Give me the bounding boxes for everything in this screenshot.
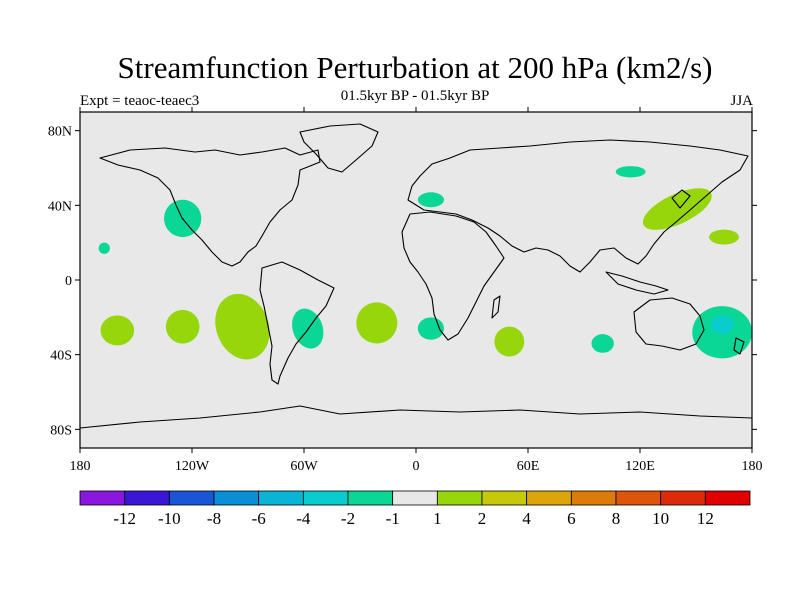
anomaly-region-11 xyxy=(615,166,646,178)
map-background xyxy=(80,112,752,448)
colorbar-label: 12 xyxy=(697,509,714,528)
colorbar-swatch-9 xyxy=(481,490,528,506)
axis-ticks: 80N 40N 0 40S 80S 180 120W 60W 0 60E 120E 180 xyxy=(48,107,763,474)
coastline-africa xyxy=(401,211,505,341)
lon-tick-label: 180 xyxy=(742,459,763,474)
coastline-eurasia xyxy=(407,139,749,273)
colorbar-swatch-3 xyxy=(213,490,260,506)
colorbar-label: 4 xyxy=(522,509,531,528)
lon-tick-label: 0 xyxy=(413,459,420,474)
coastline-madagascar xyxy=(491,295,501,319)
colorbar-label: -1 xyxy=(386,509,400,528)
coastline-australia xyxy=(633,297,705,351)
coastline-maritime-continent xyxy=(605,271,669,295)
lon-tick-label: 120E xyxy=(625,459,655,474)
coastline-south-america xyxy=(259,261,335,385)
colorbar-label: -10 xyxy=(158,509,181,528)
coastline-japan xyxy=(671,189,691,209)
colorbar-label: -6 xyxy=(252,509,266,528)
coastline-antarctica xyxy=(80,405,752,429)
colorbar-swatch-0 xyxy=(79,490,126,506)
chart-title: Streamfunction Perturbation at 200 hPa (… xyxy=(117,50,713,85)
anomaly-region-6 xyxy=(356,302,398,344)
anomaly-region-9 xyxy=(494,326,525,357)
colorbar-label: -12 xyxy=(113,509,136,528)
anomaly-region-12 xyxy=(642,188,712,230)
coastline-layer xyxy=(80,123,752,429)
colorbar-swatch-5 xyxy=(302,490,349,506)
colorbar-swatch-8 xyxy=(436,490,483,506)
colorbar-label: 6 xyxy=(567,509,576,528)
chart-subtitle: 01.5kyr BP - 01.5kyr BP xyxy=(340,88,490,104)
lon-tick-label: 60E xyxy=(517,459,540,474)
colorbar-swatch-11 xyxy=(570,490,617,506)
anomaly-region-15 xyxy=(710,315,734,335)
colorbar-swatch-12 xyxy=(615,490,662,506)
colorbar-swatch-13 xyxy=(660,490,706,506)
anomaly-region-8 xyxy=(417,317,444,340)
lat-tick-label: 80N xyxy=(48,125,72,140)
colorbar-label: 2 xyxy=(478,509,487,528)
colorbar-label: -4 xyxy=(296,509,311,528)
anomaly-region-2 xyxy=(100,315,135,346)
colorbar-swatch-2 xyxy=(168,490,215,506)
colorbar-label: -8 xyxy=(207,509,221,528)
coastline-new-zealand xyxy=(733,337,745,355)
colorbar-swatch-10 xyxy=(526,490,572,506)
colorbar-swatch-6 xyxy=(347,490,394,506)
colorbar-swatch-1 xyxy=(124,490,170,506)
coastline-north-america xyxy=(99,147,321,267)
colorbar-label: -2 xyxy=(341,509,355,528)
lon-tick-label: 180 xyxy=(70,459,91,474)
lat-tick-label: 0 xyxy=(65,274,72,289)
experiment-label: Expt = teaoc-teaec3 xyxy=(80,93,200,109)
season-label: JJA xyxy=(730,93,753,109)
lat-tick-label: 40N xyxy=(48,199,72,214)
colorbar-swatch-14 xyxy=(704,490,751,506)
anomaly-region-4 xyxy=(215,293,270,360)
anomaly-region-3 xyxy=(165,309,200,344)
colorbar-label: 10 xyxy=(652,509,669,528)
colorbar-label: 1 xyxy=(433,509,442,528)
lon-tick-label: 120W xyxy=(175,459,210,474)
colorbar: -12 -10 -8 -6 -4 -2 -1 1 2 4 6 8 10 12 xyxy=(79,490,751,528)
anomaly-region-7 xyxy=(417,192,444,208)
anomaly-region-13 xyxy=(709,229,739,245)
colorbar-swatch-7 xyxy=(392,490,438,506)
lat-tick-label: 80S xyxy=(50,423,72,438)
coastline-greenland xyxy=(299,123,379,173)
colorbar-label: 8 xyxy=(612,509,621,528)
anomaly-region-10 xyxy=(591,334,614,353)
colorbar-swatch-4 xyxy=(258,490,304,506)
lon-tick-label: 60W xyxy=(290,459,318,474)
anomaly-region-1 xyxy=(98,242,110,254)
lat-tick-label: 40S xyxy=(50,349,72,364)
